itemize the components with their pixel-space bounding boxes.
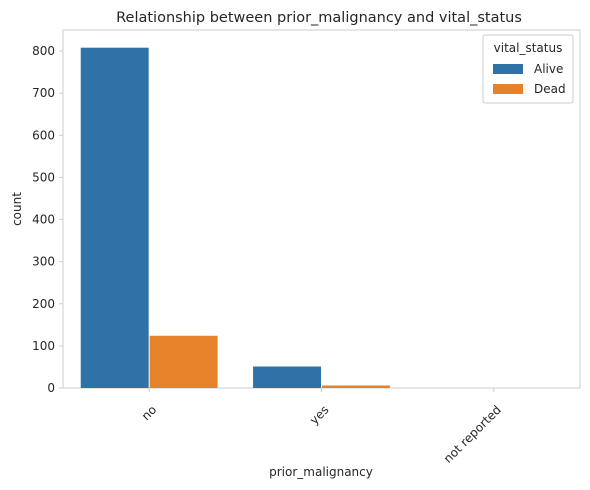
x-tick-label: no — [139, 403, 159, 423]
legend-title: vital_status — [494, 41, 563, 55]
bars — [80, 47, 390, 388]
legend-label-dead: Dead — [534, 82, 566, 96]
legend-label-alive: Alive — [534, 62, 563, 76]
y-tick-label: 100 — [32, 339, 55, 353]
y-ticks: 0 100 200 300 400 500 600 700 800 — [32, 44, 63, 395]
legend: vital_status Alive Dead — [482, 34, 574, 104]
bar-alive-yes — [253, 366, 321, 388]
bar-alive-no — [80, 47, 149, 388]
y-tick-label: 600 — [32, 128, 55, 142]
y-tick-label: 700 — [32, 86, 55, 100]
x-ticks: no yes not reported — [139, 388, 504, 466]
y-tick-label: 500 — [32, 170, 55, 184]
x-tick-label: not reported — [441, 403, 504, 466]
legend-swatch-dead — [493, 84, 523, 94]
y-tick-label: 0 — [47, 381, 55, 395]
x-axis-label: prior_malignancy — [269, 465, 373, 479]
y-tick-label: 400 — [32, 213, 55, 227]
y-tick-label: 300 — [32, 255, 55, 269]
bar-dead-no — [149, 335, 218, 388]
y-tick-label: 200 — [32, 297, 55, 311]
legend-swatch-alive — [493, 64, 523, 74]
x-tick-label: yes — [307, 403, 332, 428]
y-axis-label: count — [10, 192, 24, 226]
chart-title: Relationship between prior_malignancy an… — [116, 10, 522, 26]
legend-items: Alive Dead — [493, 62, 566, 96]
bar-dead-yes — [322, 385, 390, 388]
y-tick-label: 800 — [32, 44, 55, 58]
